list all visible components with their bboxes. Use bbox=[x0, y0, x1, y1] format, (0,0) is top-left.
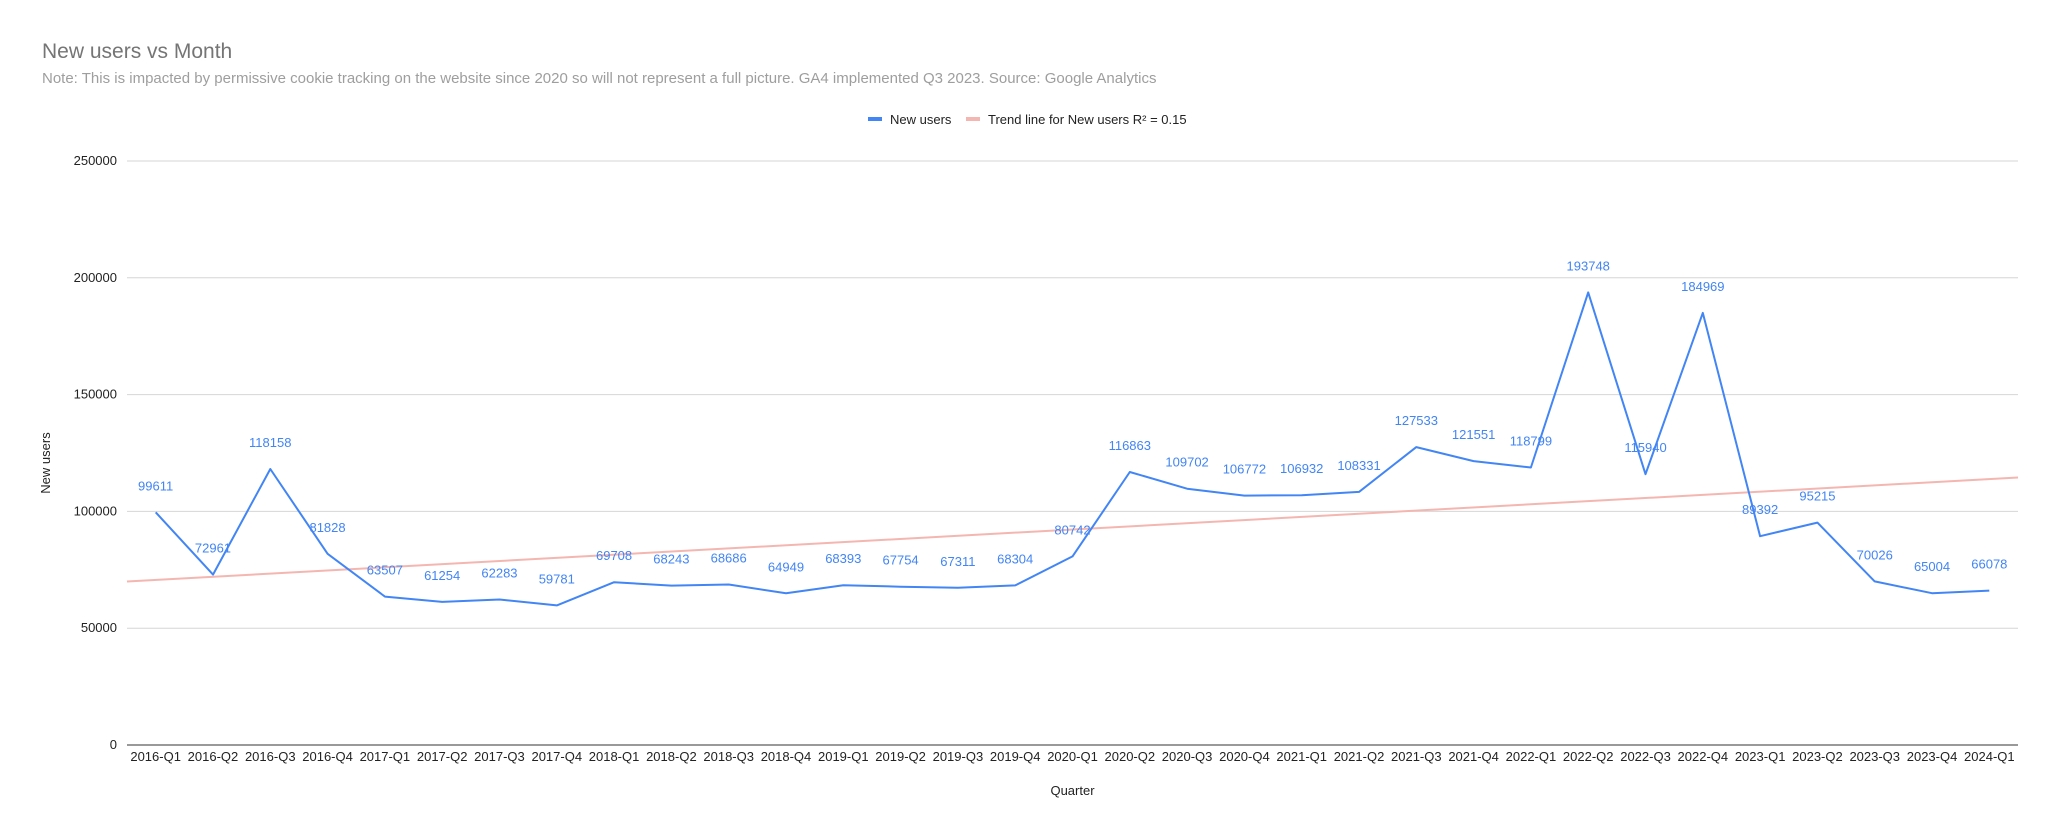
data-label: 59781 bbox=[539, 571, 575, 586]
data-label: 115940 bbox=[1624, 440, 1666, 455]
x-tick-label: 2020-Q2 bbox=[1105, 749, 1156, 764]
x-tick-label: 2017-Q2 bbox=[417, 749, 468, 764]
data-label: 95215 bbox=[1799, 489, 1835, 504]
y-axis-title: New users bbox=[38, 432, 53, 494]
x-tick-label: 2022-Q2 bbox=[1563, 749, 1614, 764]
trend-line bbox=[126, 476, 2019, 583]
series-line-new-users bbox=[154, 291, 1990, 607]
x-tick-label: 2016-Q2 bbox=[188, 749, 239, 764]
y-tick-label: 100000 bbox=[74, 503, 117, 518]
data-label: 66078 bbox=[1971, 557, 2007, 572]
legend-label-trend-line: Trend line for New users R² = 0.15 bbox=[988, 112, 1187, 127]
x-tick-label: 2022-Q3 bbox=[1620, 749, 1671, 764]
data-label: 62283 bbox=[481, 566, 517, 581]
x-tick-label: 2021-Q3 bbox=[1391, 749, 1442, 764]
data-label: 61254 bbox=[424, 568, 460, 583]
data-label: 89392 bbox=[1742, 502, 1778, 517]
data-label: 68686 bbox=[711, 551, 747, 566]
x-tick-label: 2017-Q3 bbox=[474, 749, 525, 764]
data-label: 64949 bbox=[768, 559, 804, 574]
data-label: 127533 bbox=[1395, 413, 1438, 428]
x-tick-label: 2019-Q3 bbox=[933, 749, 984, 764]
chart-subtitle: Note: This is impacted by permissive coo… bbox=[42, 70, 1157, 87]
x-tick-label: 2016-Q1 bbox=[130, 749, 181, 764]
x-tick-label: 2023-Q4 bbox=[1907, 749, 1958, 764]
data-label: 99611 bbox=[138, 478, 173, 493]
y-tick-label: 150000 bbox=[74, 387, 117, 402]
data-label: 106932 bbox=[1280, 461, 1323, 476]
legend-swatch-trend-line bbox=[966, 117, 980, 121]
y-tick-label: 250000 bbox=[74, 153, 117, 168]
y-tick-label: 0 bbox=[110, 737, 117, 752]
data-label: 116863 bbox=[1109, 438, 1151, 453]
data-label: 118158 bbox=[249, 435, 291, 450]
data-label: 108331 bbox=[1337, 458, 1380, 473]
x-tick-label: 2022-Q4 bbox=[1678, 749, 1729, 764]
data-label: 69708 bbox=[596, 548, 632, 563]
x-tick-label: 2022-Q1 bbox=[1506, 749, 1557, 764]
data-label: 193748 bbox=[1567, 258, 1610, 273]
x-tick-label: 2019-Q2 bbox=[875, 749, 926, 764]
data-label: 65004 bbox=[1914, 559, 1950, 574]
x-tick-label: 2020-Q3 bbox=[1162, 749, 1213, 764]
x-tick-label: 2017-Q1 bbox=[360, 749, 411, 764]
x-tick-label: 2021-Q4 bbox=[1448, 749, 1499, 764]
data-label: 68243 bbox=[653, 552, 689, 567]
data-label: 81828 bbox=[309, 520, 345, 535]
x-tick-label: 2018-Q3 bbox=[703, 749, 754, 764]
x-tick-label: 2016-Q4 bbox=[302, 749, 353, 764]
data-label: 70026 bbox=[1857, 547, 1893, 562]
x-axis-ticks: 2016-Q1 2016-Q2 2016-Q3 2016-Q4 2017-Q1 2017-… bbox=[130, 749, 2014, 764]
x-tick-label: 2023-Q1 bbox=[1735, 749, 1786, 764]
data-label: 68393 bbox=[825, 551, 861, 566]
x-tick-label: 2019-Q1 bbox=[818, 749, 869, 764]
x-tick-label: 2017-Q4 bbox=[531, 749, 582, 764]
data-label: 184969 bbox=[1681, 279, 1724, 294]
legend-swatch-new-users bbox=[868, 117, 882, 121]
legend-label-new-users: New users bbox=[890, 112, 952, 127]
y-tick-label: 50000 bbox=[81, 620, 117, 635]
x-tick-label: 2018-Q2 bbox=[646, 749, 697, 764]
x-axis-title: Quarter bbox=[1050, 783, 1095, 798]
data-label: 67754 bbox=[883, 553, 919, 568]
x-tick-label: 2021-Q1 bbox=[1276, 749, 1327, 764]
legend: New users Trend line for New users R² = … bbox=[868, 112, 1187, 127]
data-labels: 99611 72961 118158 81828 63507 61254 62283 5978… bbox=[138, 258, 2007, 586]
x-tick-label: 2023-Q2 bbox=[1792, 749, 1843, 764]
y-tick-label: 200000 bbox=[74, 270, 117, 285]
data-label: 80742 bbox=[1054, 522, 1090, 537]
x-tick-label: 2016-Q3 bbox=[245, 749, 296, 764]
x-tick-label: 2020-Q1 bbox=[1047, 749, 1098, 764]
data-label: 72961 bbox=[195, 541, 231, 556]
data-label: 118799 bbox=[1510, 433, 1552, 448]
data-label: 121551 bbox=[1452, 427, 1495, 442]
y-axis-ticks: 0 50000 100000 150000 200000 250000 bbox=[74, 153, 117, 752]
x-tick-label: 2024-Q1 bbox=[1964, 749, 2015, 764]
x-tick-label: 2019-Q4 bbox=[990, 749, 1041, 764]
gridlines bbox=[127, 160, 2018, 629]
x-tick-label: 2020-Q4 bbox=[1219, 749, 1270, 764]
data-label: 63507 bbox=[367, 563, 403, 578]
x-tick-label: 2018-Q4 bbox=[761, 749, 812, 764]
data-label: 67311 bbox=[940, 554, 975, 569]
data-label: 68304 bbox=[997, 551, 1033, 566]
x-tick-label: 2018-Q1 bbox=[589, 749, 640, 764]
x-tick-label: 2021-Q2 bbox=[1334, 749, 1385, 764]
data-label: 109702 bbox=[1165, 455, 1208, 470]
data-label: 106772 bbox=[1223, 462, 1266, 477]
chart-title: New users vs Month bbox=[42, 40, 233, 63]
x-tick-label: 2023-Q3 bbox=[1849, 749, 1900, 764]
